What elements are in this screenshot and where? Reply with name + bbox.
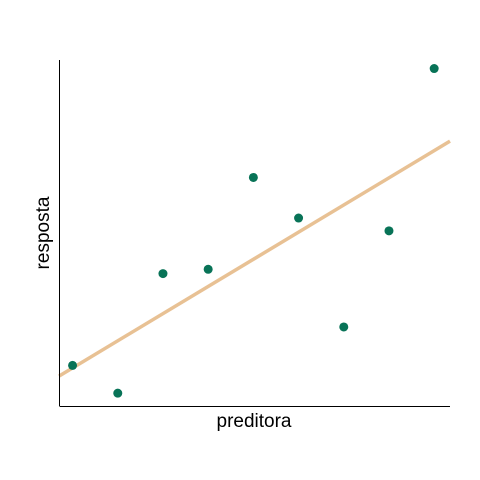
data-point-4 [203, 264, 213, 274]
data-point-2 [113, 388, 123, 398]
data-point-5 [248, 172, 258, 182]
data-point-9 [429, 64, 439, 74]
fit-line-layer [58, 139, 451, 378]
fit-line [58, 139, 451, 378]
points-layer [68, 64, 439, 398]
y-axis-label: resposta [33, 196, 54, 269]
data-point-8 [384, 226, 394, 236]
data-point-7 [339, 322, 349, 332]
data-point-1 [68, 360, 78, 370]
data-point-3 [158, 269, 168, 279]
data-point-6 [294, 213, 304, 223]
x-axis-label: preditora [217, 411, 292, 432]
